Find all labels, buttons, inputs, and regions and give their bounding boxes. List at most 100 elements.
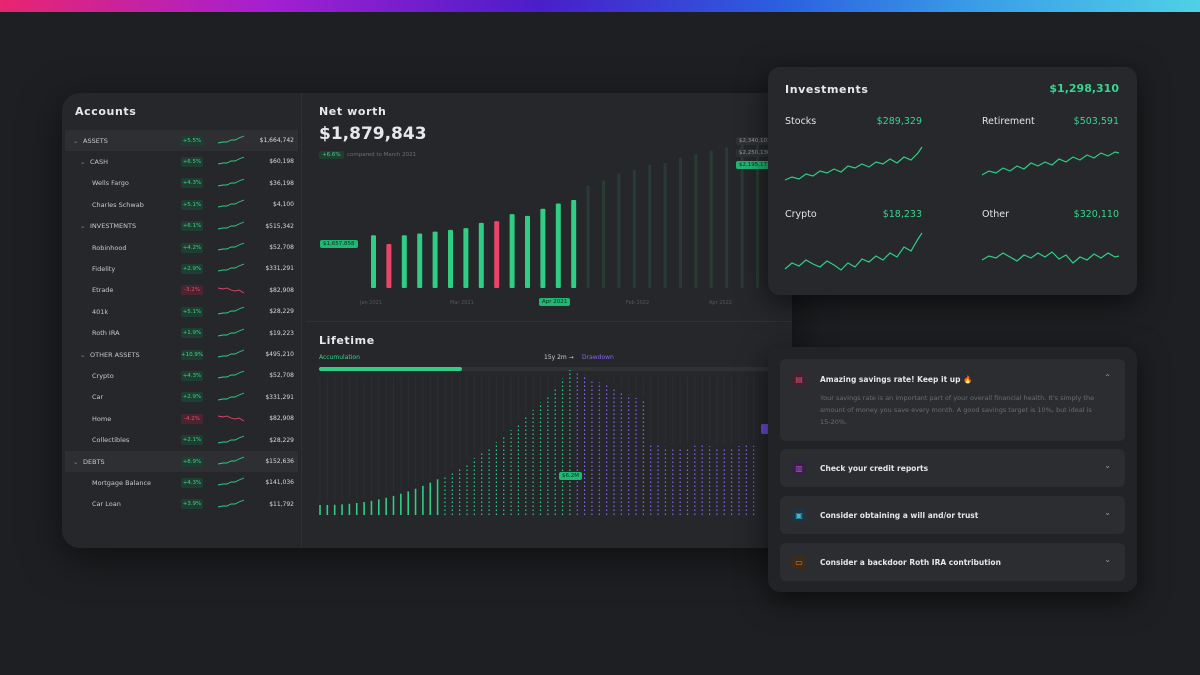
- account-change-badge: +4.3%: [181, 178, 203, 189]
- tip-backdoor-roth[interactable]: ▭ Consider a backdoor Roth IRA contribut…: [780, 543, 1125, 581]
- account-amount: $515,342: [265, 222, 294, 230]
- chevron-down-icon[interactable]: ⌄: [1104, 555, 1111, 564]
- account-sparkline: [218, 221, 244, 230]
- tip-title: Amazing savings rate! Keep it up 🔥: [820, 375, 973, 384]
- net-worth-bar: [555, 203, 561, 288]
- investments-title: Investments: [785, 83, 869, 96]
- account-row[interactable]: Wells Fargo +4.3% $36,198: [65, 173, 298, 194]
- account-change-badge: +2.9%: [181, 263, 203, 274]
- account-row[interactable]: ⌄ CASH +6.5% $60,198: [65, 151, 298, 172]
- account-change-badge: +5.1%: [181, 199, 203, 210]
- investment-value-crypto: $18,233: [882, 209, 922, 220]
- account-row[interactable]: 401k +5.1% $28,229: [65, 301, 298, 322]
- account-name: Etrade: [92, 286, 114, 295]
- account-change-badge: +1.9%: [181, 328, 203, 339]
- chevron-down-icon[interactable]: ⌄: [80, 157, 86, 166]
- net-worth-forecast-bar: [602, 180, 605, 288]
- net-worth-forecast-label-1: $2,340,101: [736, 137, 774, 145]
- account-row[interactable]: Collectibles +2.1% $28,229: [65, 430, 298, 451]
- account-name: Collectibles: [92, 436, 130, 445]
- chevron-down-icon[interactable]: ⌄: [73, 457, 79, 466]
- account-name: CASH: [90, 157, 108, 166]
- net-worth-bar: [525, 215, 530, 288]
- account-row[interactable]: ⌄ OTHER ASSETS +10.9% $495,210: [65, 344, 298, 365]
- account-amount: $60,198: [269, 158, 294, 166]
- net-worth-forecast-bar: [663, 163, 667, 288]
- account-sparkline: [218, 392, 244, 401]
- account-row[interactable]: Car +2.9% $331,291: [65, 387, 298, 408]
- net-worth-compare-text: compared to March 2021: [347, 152, 417, 158]
- account-row[interactable]: Home -4.2% $82,908: [65, 408, 298, 429]
- account-amount: $152,636: [265, 458, 294, 465]
- net-worth-forecast-bar: [648, 164, 652, 288]
- tip-credit-reports[interactable]: ▥ Check your credit reports ⌄: [780, 449, 1125, 487]
- account-change-badge: +4.3%: [181, 477, 203, 488]
- account-row[interactable]: ⌄ DEBTS +8.9% $152,636: [65, 451, 298, 472]
- account-row[interactable]: Etrade -3.2% $82,908: [65, 280, 298, 301]
- account-change-badge: +2.9%: [181, 392, 203, 403]
- tip-will-trust[interactable]: ▣ Consider obtaining a will and/or trust…: [780, 496, 1125, 534]
- account-row[interactable]: Charles Schwab +5.1% $4,100: [65, 194, 298, 215]
- account-amount: $52,708: [269, 244, 294, 251]
- account-row[interactable]: Car Loan +3.9% $11,792: [65, 494, 298, 515]
- investment-value-other: $320,110: [1073, 209, 1119, 220]
- account-row[interactable]: Crypto +4.3% $52,708: [65, 365, 298, 386]
- net-worth-bar-chart[interactable]: [306, 93, 792, 318]
- account-sparkline: [218, 328, 244, 337]
- investment-name-retirement: Retirement: [982, 116, 1035, 127]
- lifetime-progress-fill: [319, 367, 462, 371]
- account-name: Fidelity: [92, 264, 116, 273]
- account-amount: $82,908: [269, 286, 294, 294]
- month-label: Apr 2022: [709, 300, 732, 306]
- account-row[interactable]: Mortgage Balance +4.3% $141,036: [65, 472, 298, 493]
- account-row[interactable]: ⌄ INVESTMENTS +6.1% $515,342: [65, 216, 298, 237]
- account-sparkline: [218, 178, 244, 187]
- account-row[interactable]: Robinhood +4.2% $52,708: [65, 237, 298, 258]
- dashboard-panel: Accounts ⌄ ASSETS +5.5% $1,664,742 ⌄ CASH +6…: [62, 93, 792, 548]
- account-change-badge: +5.5%: [181, 135, 203, 146]
- account-row[interactable]: Fidelity +2.9% $331,291: [65, 258, 298, 279]
- tip-title: Consider a backdoor Roth IRA contributio…: [820, 558, 1001, 567]
- net-worth-forecast-bar: [740, 143, 744, 288]
- cash-icon: ▭: [792, 555, 806, 569]
- account-amount: $1,664,742: [259, 137, 294, 144]
- investment-name-crypto: Crypto: [785, 209, 817, 220]
- account-sparkline: [218, 135, 244, 144]
- net-worth-forecast-bar: [725, 147, 729, 288]
- lifetime-projection-chart[interactable]: 304050607080: [306, 322, 792, 548]
- account-sparkline: [218, 370, 244, 379]
- chevron-down-icon[interactable]: ⌄: [1104, 461, 1111, 470]
- investment-value-stocks: $289,329: [876, 116, 922, 127]
- month-label-active[interactable]: Apr 2021: [539, 298, 571, 306]
- lifetime-section: Lifetime Accumulation 15y 2m → Drawdown …: [306, 321, 792, 548]
- account-name: Car Loan: [92, 500, 121, 509]
- net-worth-bar: [448, 229, 453, 288]
- account-change-badge: +6.1%: [181, 221, 203, 232]
- account-name: Robinhood: [92, 243, 127, 252]
- account-row[interactable]: ⌄ ASSETS +5.5% $1,664,742: [65, 130, 298, 151]
- chevron-up-icon[interactable]: ⌃: [1104, 373, 1111, 382]
- investments-total: $1,298,310: [1049, 82, 1119, 95]
- chevron-down-icon[interactable]: ⌄: [80, 222, 86, 231]
- account-name: Roth IRA: [92, 329, 120, 338]
- net-worth-forecast-bar: [617, 173, 621, 288]
- account-change-badge: +6.5%: [181, 156, 203, 167]
- chevron-down-icon[interactable]: ⌄: [80, 350, 86, 359]
- net-worth-bar: [401, 235, 407, 288]
- account-amount: $28,229: [269, 436, 294, 444]
- chevron-down-icon[interactable]: ⌄: [1104, 508, 1111, 517]
- investment-value-retirement: $503,591: [1073, 116, 1119, 127]
- net-worth-bar: [540, 208, 546, 288]
- tip-savings-rate[interactable]: ▤ Amazing savings rate! Keep it up 🔥 ⌃ Y…: [780, 359, 1125, 441]
- net-worth-forecast-bar: [709, 150, 713, 288]
- account-amount: $141,036: [265, 479, 294, 487]
- account-sparkline: [218, 435, 244, 444]
- drawdown-label: Drawdown: [582, 354, 614, 361]
- net-worth-forecast-label-3: $2,195,171: [736, 161, 774, 169]
- account-name: Charles Schwab: [92, 200, 144, 209]
- chevron-down-icon[interactable]: ⌄: [73, 136, 79, 145]
- net-worth-bar: [417, 233, 423, 288]
- account-name: DEBTS: [83, 457, 105, 466]
- briefcase-icon: ▣: [792, 508, 806, 522]
- account-row[interactable]: Roth IRA +1.9% $19,223: [65, 323, 298, 344]
